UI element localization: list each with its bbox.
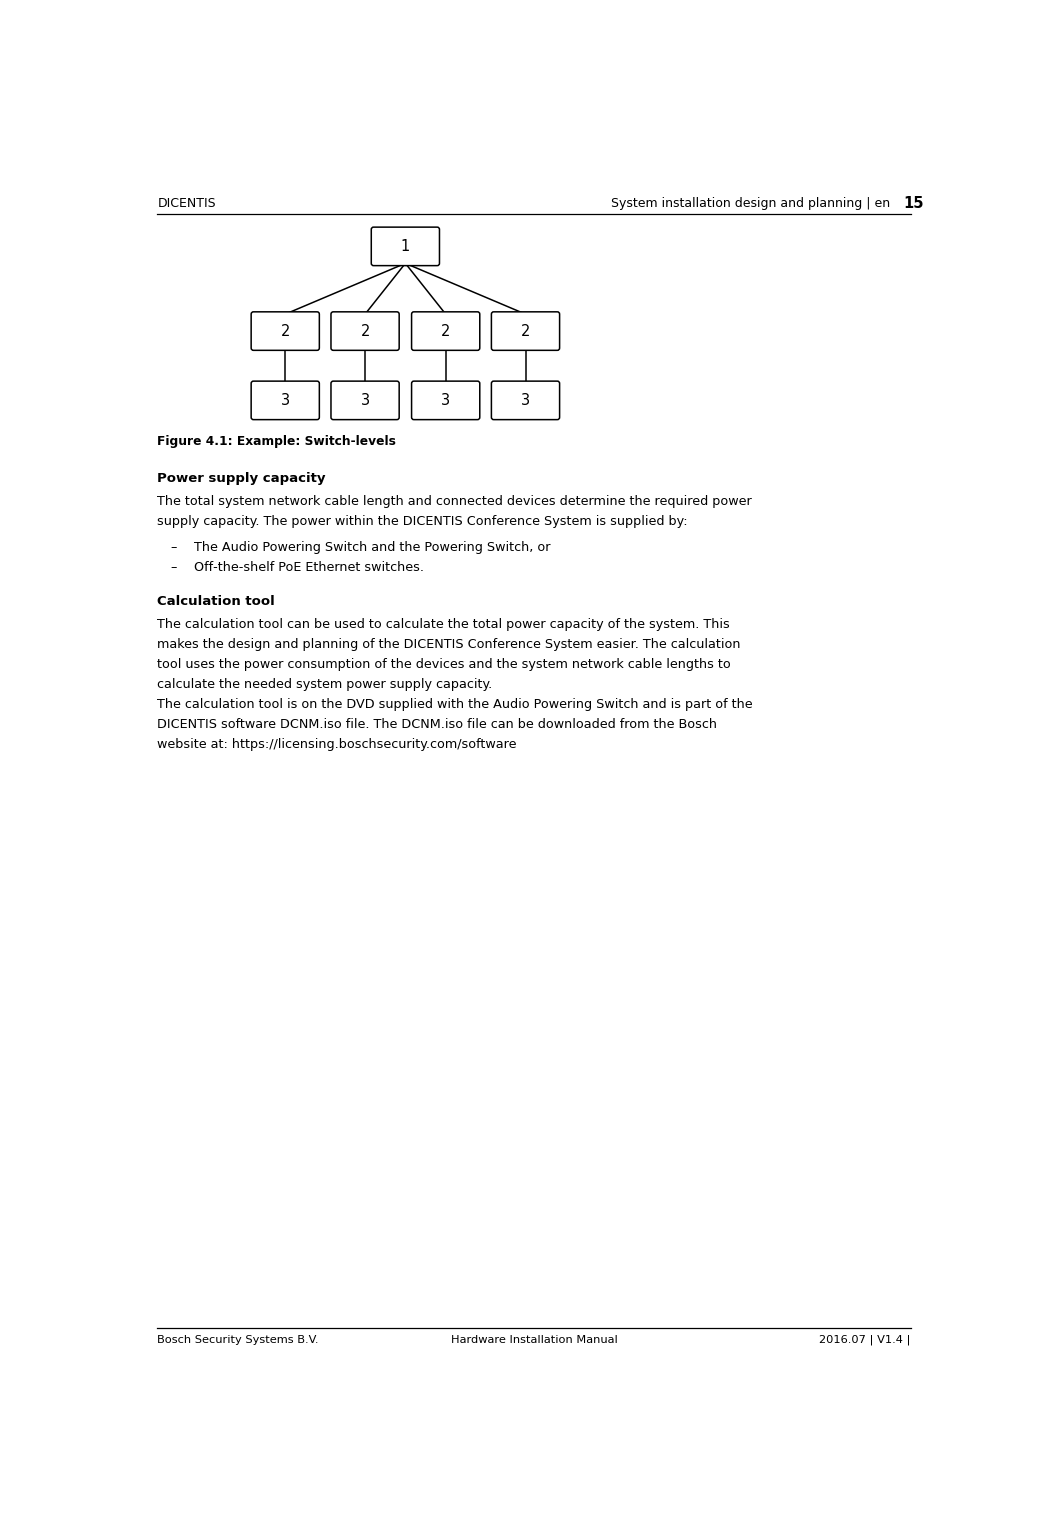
Text: Calculation tool: Calculation tool	[157, 596, 275, 608]
FancyBboxPatch shape	[331, 382, 399, 420]
Text: 3: 3	[361, 392, 370, 408]
Text: 2: 2	[280, 324, 290, 339]
Text: 3: 3	[280, 392, 290, 408]
Text: makes the design and planning of the DICENTIS Conference System easier. The calc: makes the design and planning of the DIC…	[157, 638, 741, 652]
Text: DICENTIS: DICENTIS	[157, 197, 216, 209]
Text: Power supply capacity: Power supply capacity	[157, 472, 326, 486]
Text: tool uses the power consumption of the devices and the system network cable leng: tool uses the power consumption of the d…	[157, 658, 731, 672]
Text: 1: 1	[401, 238, 410, 253]
FancyBboxPatch shape	[412, 312, 479, 350]
Text: 3: 3	[521, 392, 530, 408]
FancyBboxPatch shape	[492, 312, 560, 350]
Text: website at: https://licensing.boschsecurity.com/software: website at: https://licensing.boschsecur…	[157, 739, 517, 751]
FancyBboxPatch shape	[412, 382, 479, 420]
Text: The calculation tool is on the DVD supplied with the Audio Powering Switch and i: The calculation tool is on the DVD suppl…	[157, 698, 753, 712]
Text: 2: 2	[361, 324, 370, 339]
FancyBboxPatch shape	[492, 382, 560, 420]
Text: calculate the needed system power supply capacity.: calculate the needed system power supply…	[157, 678, 493, 692]
FancyBboxPatch shape	[251, 312, 319, 350]
Text: DICENTIS software DCNM.iso file. The DCNM.iso file can be downloaded from the Bo: DICENTIS software DCNM.iso file. The DCN…	[157, 718, 717, 731]
Text: 2: 2	[441, 324, 450, 339]
Text: The calculation tool can be used to calculate the total power capacity of the sy: The calculation tool can be used to calc…	[157, 618, 730, 631]
Text: –: –	[171, 541, 177, 554]
Text: The total system network cable length and connected devices determine the requir: The total system network cable length an…	[157, 495, 752, 508]
Text: Figure 4.1: Example: Switch-levels: Figure 4.1: Example: Switch-levels	[157, 435, 396, 447]
Text: 2016.07 | V1.4 |: 2016.07 | V1.4 |	[819, 1335, 911, 1345]
FancyBboxPatch shape	[331, 312, 399, 350]
Text: 15: 15	[903, 195, 924, 211]
Text: Bosch Security Systems B.V.: Bosch Security Systems B.V.	[157, 1335, 319, 1345]
FancyBboxPatch shape	[251, 382, 319, 420]
Text: Hardware Installation Manual: Hardware Installation Manual	[450, 1335, 618, 1345]
Text: –: –	[171, 562, 177, 574]
FancyBboxPatch shape	[371, 228, 440, 266]
Text: Off‑the‑shelf PoE Ethernet switches.: Off‑the‑shelf PoE Ethernet switches.	[194, 562, 424, 574]
Text: 2: 2	[521, 324, 530, 339]
Text: System installation design and planning | en: System installation design and planning …	[611, 197, 890, 209]
Text: supply capacity. The power within the DICENTIS Conference System is supplied by:: supply capacity. The power within the DI…	[157, 515, 688, 528]
Text: 3: 3	[441, 392, 450, 408]
Text: The Audio Powering Switch and the Powering Switch, or: The Audio Powering Switch and the Poweri…	[194, 541, 550, 554]
